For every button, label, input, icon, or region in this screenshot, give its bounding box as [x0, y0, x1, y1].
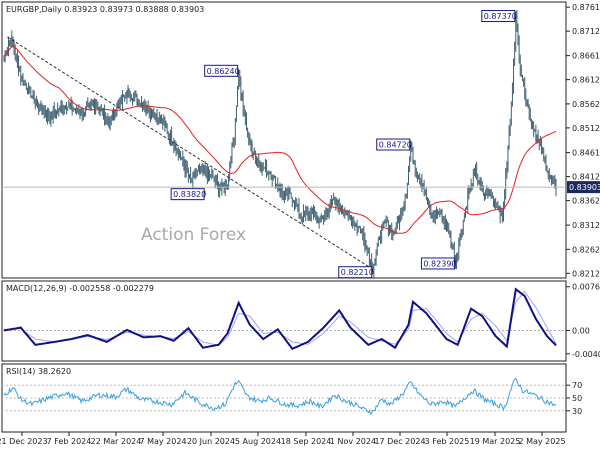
annotation-label: 0.86240: [207, 67, 240, 76]
annotation-label: 0.87370: [484, 12, 517, 21]
watermark: Action Forex: [141, 225, 246, 245]
macd-axis: 0.007623 0.00 -0.004073: [566, 283, 600, 359]
price-pane: [1, 1, 567, 279]
rsi-title: RSI(14) 38.2620: [6, 367, 71, 376]
moving-average: [3, 45, 557, 234]
time-tick-label: 17 Dec 2024: [374, 437, 425, 446]
rsi-series: [3, 377, 557, 415]
annotation-label: 0.83820: [173, 190, 206, 199]
rsi-plot: [2, 377, 566, 415]
price-title: EURGBP,Daily 0.83923 0.83973 0.83888 0.8…: [6, 5, 204, 14]
macd-plot: [2, 287, 566, 351]
macd-tick-label: -0.004073: [572, 350, 600, 359]
annotation-box: [338, 266, 373, 279]
annotation-box: [204, 64, 239, 77]
time-tick-label: 18 Sep 2024: [281, 437, 332, 446]
annotation-box: [376, 138, 411, 151]
trendline: [7, 36, 374, 270]
price-plot: [3, 10, 557, 279]
time-tick-label: 3 Feb 2025: [425, 437, 470, 446]
price-tick-label: 0.85125: [572, 124, 600, 133]
rsi-tick-label: 30: [572, 407, 582, 416]
trendline-line: [7, 36, 374, 270]
current-price-label: 0.83903: [569, 183, 600, 192]
macd-pane: [1, 280, 567, 362]
time-tick-label: 22 Mar 2024: [91, 437, 142, 446]
annotation-label: 0.84720: [379, 141, 412, 150]
time-tick-label: 7 Feb 2024: [47, 437, 92, 446]
annotation-label: 0.82210: [341, 268, 374, 277]
current-price-box: [567, 181, 600, 194]
rsi-tick-label: 70: [572, 381, 582, 390]
time-tick-label: 20 Jun 2024: [187, 437, 235, 446]
annotation-box: [170, 188, 205, 201]
annotation-box: [481, 10, 516, 23]
macd-tick-label: 0.007623: [572, 283, 600, 292]
price-tick-label: 0.82125: [572, 269, 600, 278]
price-annotations: 0.83820 0.86240 0.82210 0.84720 0.82390 0.873…: [170, 10, 517, 279]
rsi-tick-label: 50: [572, 394, 582, 403]
price-tick-label: 0.83625: [572, 197, 600, 206]
time-tick-label: 19 Mar 2025: [470, 437, 521, 446]
price-tick-label: 0.87615: [572, 3, 600, 12]
macd-title: MACD(12,26,9) -0.002558 -0.002279: [6, 284, 154, 293]
annotation-box: [420, 257, 455, 270]
price-tick-label: 0.84615: [572, 149, 600, 158]
time-tick-label: 21 Dec 2023: [0, 437, 48, 446]
macd-tick-label: 0.00: [572, 326, 590, 335]
macd-series-macd: [3, 287, 557, 351]
price-tick-label: 0.86615: [572, 52, 600, 61]
time-tick-label: 1 Nov 2024: [330, 437, 376, 446]
time-tick-label: 7 May 2024: [139, 437, 186, 446]
annotation-label: 0.82390: [423, 259, 456, 268]
time-tick-label: 5 Aug 2024: [235, 437, 281, 446]
rsi-axis: 70 50 30: [566, 381, 582, 416]
rsi-pane: [1, 363, 567, 433]
time-tick-label: 2 May 2025: [518, 437, 565, 446]
moving-average-line: [3, 45, 557, 234]
